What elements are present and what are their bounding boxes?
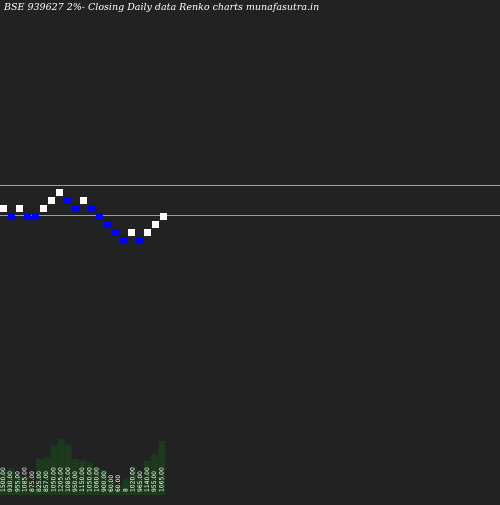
volume-bar bbox=[158, 441, 166, 495]
volume-bar bbox=[28, 484, 36, 495]
renko-brick-up bbox=[16, 205, 23, 212]
volume-label: 900.00 bbox=[101, 471, 108, 492]
volume-bar bbox=[79, 460, 87, 495]
volume-label: 965.00 bbox=[137, 471, 144, 492]
volume-label: 1085.00 bbox=[22, 467, 29, 492]
renko-brick-down bbox=[136, 237, 143, 244]
volume-label: 1150.00 bbox=[79, 467, 86, 492]
renko-brick-up bbox=[152, 221, 159, 228]
chart-title: BSE 939627 2%- Closing Daily data Renko … bbox=[4, 2, 320, 13]
renko-brick-down bbox=[96, 213, 103, 220]
volume-bar bbox=[115, 486, 123, 495]
volume-bar bbox=[14, 475, 22, 495]
volume-label: 857.00 bbox=[43, 471, 50, 492]
renko-brick-down bbox=[72, 205, 79, 212]
volume-label: 955.00 bbox=[151, 471, 158, 492]
volume-bar bbox=[72, 459, 79, 495]
renko-brick-up bbox=[80, 197, 87, 204]
volume-label: 1085.00 bbox=[65, 467, 72, 492]
renko-brick-up bbox=[0, 205, 7, 212]
volume-bar bbox=[151, 454, 159, 495]
renko-brick-down bbox=[112, 229, 119, 236]
renko-brick-down bbox=[120, 237, 127, 244]
renko-brick-up bbox=[40, 205, 47, 212]
volume-bar bbox=[93, 468, 101, 495]
volume-bar bbox=[36, 459, 43, 495]
volume-bar bbox=[86, 462, 94, 495]
volume-bar bbox=[122, 478, 130, 495]
renko-brick-down bbox=[88, 205, 95, 212]
volume-label: 1050.00 bbox=[50, 467, 57, 492]
volume-bar bbox=[21, 477, 29, 495]
renko-brick-up bbox=[160, 213, 167, 220]
renko-brick-up bbox=[48, 197, 55, 204]
volume-label: 1140.00 bbox=[144, 467, 151, 492]
volume-label: 1050.00 bbox=[86, 467, 93, 492]
renko-brick-down bbox=[8, 213, 15, 220]
volume-label: 955.00 bbox=[14, 471, 21, 492]
volume-bar bbox=[43, 457, 51, 495]
volume-label: 60.00 bbox=[115, 475, 122, 492]
volume-bar bbox=[7, 468, 15, 495]
volume-bar bbox=[136, 475, 144, 495]
renko-brick-down bbox=[24, 213, 31, 220]
volume-bar bbox=[0, 469, 7, 495]
volume-label: 1065.00 bbox=[158, 467, 165, 492]
renko-brick-up bbox=[144, 229, 151, 236]
volume-label: 8 bbox=[122, 488, 129, 492]
volume-bar bbox=[100, 469, 108, 495]
volume-label: 875.00 bbox=[29, 471, 36, 492]
volume-bar bbox=[144, 460, 151, 495]
renko-brick-up bbox=[56, 189, 63, 196]
volume-bar bbox=[64, 445, 72, 495]
renko-brick-up bbox=[128, 229, 135, 236]
volume-bar bbox=[108, 481, 115, 495]
volume-bar bbox=[50, 445, 58, 495]
volume-bar bbox=[57, 439, 65, 495]
renko-brick-down bbox=[32, 213, 39, 220]
volume-label: 60.00 bbox=[108, 475, 115, 492]
volume-label: 1020.00 bbox=[130, 467, 137, 492]
renko-brick-down bbox=[104, 221, 111, 228]
volume-label: 930.00 bbox=[7, 471, 14, 492]
volume-label: 1060.00 bbox=[94, 467, 101, 492]
renko-brick-down bbox=[64, 197, 71, 204]
volume-bar bbox=[129, 466, 137, 495]
volume-label: 825.00 bbox=[36, 471, 43, 492]
volume-label: 1500.00 bbox=[0, 467, 7, 492]
volume-label: 950.00 bbox=[72, 471, 79, 492]
volume-label: 1205.00 bbox=[58, 467, 65, 492]
